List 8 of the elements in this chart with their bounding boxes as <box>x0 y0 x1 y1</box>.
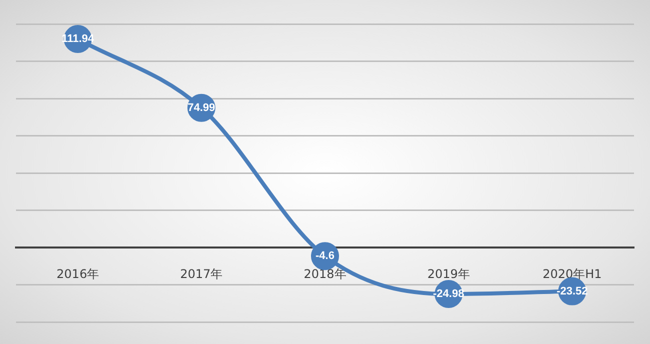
x-tick-label: 2017年 <box>180 266 223 281</box>
data-label: 74.99 <box>188 102 216 114</box>
x-tick-label: 2018年 <box>304 266 346 281</box>
data-label: -4.6 <box>316 250 334 262</box>
x-tick-label: 2016年 <box>56 266 100 281</box>
x-tick-label: 2020年H1 <box>542 266 602 281</box>
data-label: -24.98 <box>433 288 464 300</box>
x-tick-label: 2019年 <box>427 266 470 281</box>
